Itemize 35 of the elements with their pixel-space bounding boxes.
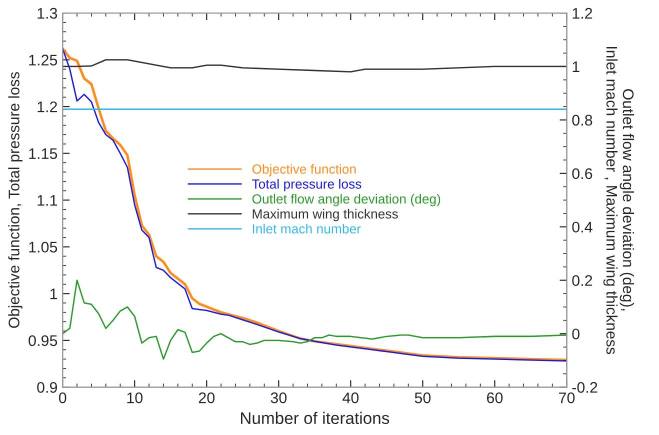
legend-label: Total pressure loss — [252, 179, 362, 192]
y2-tick-label: 0.4 — [572, 222, 592, 233]
y-tick-label: 1.1 — [38, 195, 57, 206]
y2-tick-label: 0 — [572, 328, 580, 340]
x-tick-label: 40 — [342, 392, 359, 404]
x-tick-label: 0 — [58, 392, 66, 404]
legend-label: Objective function — [252, 164, 356, 176]
y2-tick-label: -0.2 — [572, 382, 598, 393]
legend-label: Maximum wing thickness — [252, 208, 398, 222]
x-tick-label: 60 — [487, 392, 503, 404]
y-axis-title: Objective function, Total pressure loss — [8, 72, 22, 328]
y-tick-label: 1.2 — [38, 101, 57, 112]
x-tick-label: 50 — [414, 392, 431, 404]
y-tick-label: 1.05 — [29, 242, 58, 253]
y-tick-label: 1.15 — [29, 148, 58, 160]
line-series — [62, 280, 567, 360]
y2-tick-label: 0.8 — [572, 114, 592, 126]
y-tick-label: 1.3 — [38, 8, 58, 19]
x-tick-label: 70 — [559, 392, 575, 404]
legend-label: Inlet mach number — [252, 224, 361, 234]
x-axis-title: Number of iterations — [241, 412, 390, 424]
y2-axis-title: Outlet flow angle deviation (deg), Inlet mach number , Maximum wing thickness — [603, 46, 634, 354]
y2-tick-label: 0.6 — [572, 168, 592, 180]
legend-label: Outlet flow angle deviation (deg) — [252, 194, 440, 206]
x-tick-label: 30 — [270, 392, 287, 404]
y-tick-label: 1.25 — [29, 54, 58, 66]
x-tick-label: 10 — [127, 392, 143, 404]
y2-tick-label: 0.2 — [572, 275, 592, 286]
y-tick-label: 0.9 — [37, 382, 58, 393]
x-tick-label: 20 — [198, 392, 215, 404]
y-tick-label: 1 — [50, 288, 57, 300]
y2-tick-label: 1.2 — [572, 8, 592, 19]
line-series — [62, 59, 567, 73]
y2-tick-label: 1 — [572, 62, 580, 72]
y-tick-label: 0.95 — [28, 335, 58, 346]
